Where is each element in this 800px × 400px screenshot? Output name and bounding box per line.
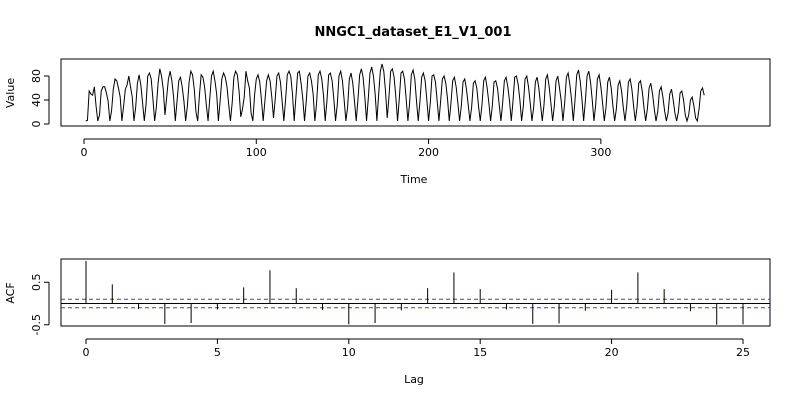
acf-plot-box	[60, 258, 771, 327]
time-series-y-tick-label: 0	[30, 121, 43, 128]
time-series-panel: 0 100 200 300 0 40 80 Time Value	[4, 58, 771, 186]
time-series-line	[85, 63, 705, 123]
chart-title: NNGC1_dataset_E1_V1_001	[314, 25, 511, 40]
time-series-y-tick-label: 40	[30, 93, 43, 107]
time-series-x-tick-label: 300	[590, 146, 611, 159]
time-series-y-tick-label: 80	[30, 69, 43, 83]
acf-x-tick-label: 10	[342, 346, 356, 359]
acf-x-axis-title: Lag	[404, 373, 424, 386]
acf-y-axis-title: ACF	[4, 282, 17, 303]
acf-y-tick-label: 0.5	[30, 274, 43, 292]
time-series-x-tick-label: 0	[81, 146, 88, 159]
acf-y-axis: -0.5 0.5	[30, 274, 50, 335]
time-series-y-axis-title: Value	[4, 78, 17, 108]
acf-x-tick-label: 5	[214, 346, 221, 359]
acf-panel: 0 5 10 15 20 25 -0.5 0.5 Lag ACF	[4, 258, 771, 386]
acf-x-tick-label: 15	[473, 346, 487, 359]
time-series-x-axis-title: Time	[400, 173, 428, 186]
time-series-y-axis: 0 40 80	[30, 69, 50, 128]
time-series-plot-box	[60, 58, 771, 127]
acf-x-axis: 0 5 10 15 20 25	[83, 338, 750, 359]
time-series-x-tick-label: 100	[246, 146, 267, 159]
time-series-x-tick-label: 200	[418, 146, 439, 159]
acf-x-tick-label: 25	[736, 346, 750, 359]
acf-y-tick-label: -0.5	[30, 314, 43, 335]
acf-x-tick-label: 20	[605, 346, 619, 359]
acf-x-tick-label: 0	[83, 346, 90, 359]
acf-bars	[85, 261, 744, 325]
time-series-x-axis: 0 100 200 300	[81, 138, 611, 159]
